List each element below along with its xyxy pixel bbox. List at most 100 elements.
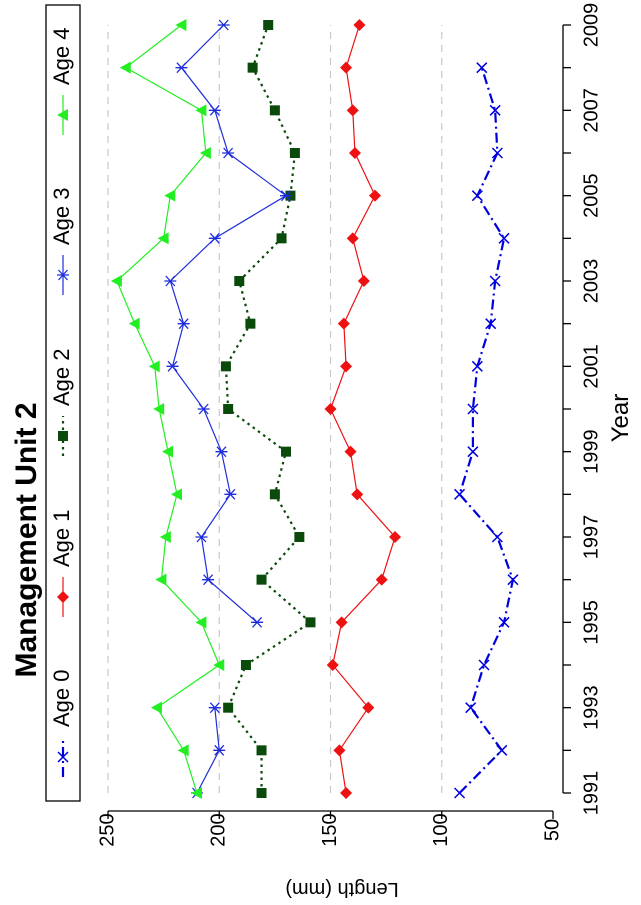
year-tick-label: 1995 — [580, 600, 602, 645]
data-point-marker — [454, 488, 466, 500]
data-point-marker — [208, 232, 221, 244]
data-point-marker — [191, 787, 202, 799]
data-point-marker — [220, 361, 231, 372]
series-line — [458, 67, 515, 794]
data-point-marker — [175, 19, 187, 31]
data-point-marker — [217, 19, 230, 31]
data-point-marker — [234, 276, 245, 286]
year-tick-label: 2007 — [580, 88, 602, 133]
x-axis-title: Year — [607, 394, 634, 443]
legend-label: Age 1 — [49, 510, 74, 568]
data-point-marker — [281, 446, 291, 457]
data-point-marker — [263, 20, 274, 30]
data-point-marker — [57, 269, 69, 281]
data-point-marker — [213, 659, 225, 671]
data-point-marker — [471, 190, 483, 202]
data-point-marker — [289, 148, 300, 158]
legend-label: Age 4 — [49, 28, 74, 86]
legend-item: Age 0 — [49, 670, 74, 777]
length-tick-label: 50 — [541, 819, 563, 841]
data-point-marker — [57, 591, 69, 603]
data-point-marker — [256, 574, 267, 585]
data-point-marker — [454, 787, 466, 799]
legend-item: Age 3 — [49, 188, 74, 295]
data-point-marker — [389, 531, 402, 543]
data-point-marker — [276, 233, 287, 244]
data-point-marker — [269, 105, 280, 116]
data-point-marker — [491, 147, 503, 159]
legend-item: Age 4 — [49, 28, 74, 135]
data-point-marker — [476, 62, 488, 74]
series-age-4 — [110, 19, 225, 799]
length-tick-label: 250 — [96, 813, 118, 846]
data-point-marker — [245, 318, 256, 329]
data-point-marker — [491, 531, 503, 543]
data-point-marker — [159, 531, 171, 543]
data-point-marker — [119, 61, 131, 74]
data-point-marker — [256, 745, 267, 756]
series-age-1 — [324, 19, 402, 799]
length-tick-label: 150 — [319, 813, 341, 846]
data-point-marker — [489, 104, 501, 116]
data-point-marker — [177, 744, 189, 757]
data-point-marker — [175, 62, 188, 74]
data-point-marker — [177, 318, 190, 330]
data-point-marker — [305, 617, 316, 628]
data-point-marker — [222, 147, 235, 159]
legend: Age 0 Age 1 Age 2 Age 3 Age 4 — [45, 4, 81, 802]
data-point-marker — [496, 744, 508, 756]
data-point-marker — [346, 232, 359, 245]
data-point-marker — [164, 275, 177, 287]
data-point-marker — [166, 360, 179, 372]
data-point-marker — [224, 488, 237, 500]
data-point-marker — [375, 573, 388, 586]
year-tick-label: 2005 — [580, 173, 602, 218]
data-point-marker — [195, 104, 207, 117]
data-point-marker — [465, 702, 477, 714]
data-point-marker — [155, 573, 167, 586]
data-point-marker — [199, 147, 211, 159]
data-point-marker — [256, 788, 267, 798]
series-line — [224, 24, 313, 793]
year-tick-label: 1999 — [580, 429, 602, 474]
data-point-marker — [498, 616, 510, 628]
data-point-marker — [164, 189, 176, 202]
series-line — [329, 24, 396, 794]
data-point-marker — [467, 446, 479, 458]
series-age-2 — [220, 20, 316, 798]
data-point-marker — [157, 232, 169, 245]
data-point-marker — [362, 701, 375, 714]
data-point-marker — [57, 109, 68, 121]
data-point-marker — [346, 104, 359, 117]
data-point-marker — [150, 701, 162, 714]
y-axis-title: Length (mm) — [285, 878, 398, 900]
data-point-marker — [223, 404, 234, 414]
data-point-marker — [485, 318, 497, 330]
data-point-marker — [467, 403, 479, 415]
data-point-marker — [215, 446, 228, 458]
data-point-marker — [498, 232, 510, 244]
data-point-marker — [148, 360, 160, 373]
data-point-marker — [110, 275, 122, 287]
legend-box — [45, 4, 81, 802]
legend-label: Age 3 — [49, 188, 74, 246]
data-point-marker — [202, 574, 215, 586]
data-point-marker — [197, 403, 210, 415]
chart-title: Management Unit 2 — [10, 402, 43, 677]
data-point-marker — [340, 360, 353, 373]
data-point-marker — [340, 787, 353, 799]
data-point-marker — [213, 744, 226, 756]
year-tick-label: 1991 — [580, 771, 602, 816]
data-point-marker — [269, 489, 280, 500]
year-tick-label: 2001 — [580, 344, 602, 389]
data-point-marker — [170, 488, 182, 501]
data-point-marker — [162, 445, 174, 458]
year-tick-label: 2009 — [580, 3, 602, 48]
data-point-marker — [195, 616, 207, 629]
data-point-marker — [369, 189, 381, 202]
axes: 50 100 150 200 250 1991 1993 1995 1997 1999 2001 20… — [96, 3, 602, 847]
data-point-marker — [357, 275, 370, 287]
data-point-marker — [280, 190, 292, 202]
year-tick-label: 2003 — [580, 259, 602, 304]
